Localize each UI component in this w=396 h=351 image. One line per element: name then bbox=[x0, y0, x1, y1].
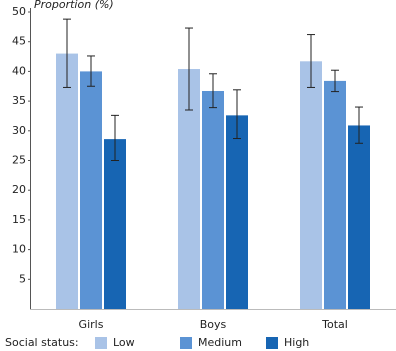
bar bbox=[300, 61, 322, 309]
y-tick-label: 35 bbox=[12, 94, 26, 107]
bar bbox=[324, 80, 346, 310]
bar bbox=[104, 139, 126, 309]
legend-title: Social status: bbox=[5, 336, 79, 349]
y-tick-label: 40 bbox=[12, 64, 26, 77]
y-tick-label: 5 bbox=[19, 272, 26, 285]
bar bbox=[178, 69, 200, 309]
legend-label: Medium bbox=[198, 336, 242, 349]
legend-swatch bbox=[95, 337, 107, 349]
y-tick-label: 45 bbox=[12, 35, 26, 48]
y-tick-label: 25 bbox=[12, 154, 26, 167]
x-tick-label: Girls bbox=[79, 318, 104, 331]
y-tick-label: 15 bbox=[12, 213, 26, 226]
legend-label: High bbox=[284, 336, 309, 349]
x-tick-label: Boys bbox=[200, 318, 227, 331]
bar bbox=[202, 91, 224, 309]
legend-swatch bbox=[266, 337, 278, 349]
legend-swatch bbox=[180, 337, 192, 349]
bar bbox=[226, 115, 248, 309]
y-tick-label: 30 bbox=[12, 124, 26, 137]
x-tick-label: Total bbox=[321, 318, 348, 331]
legend-label: Low bbox=[113, 336, 135, 349]
y-tick-label: 10 bbox=[12, 243, 26, 256]
bar bbox=[348, 125, 370, 309]
y-tick-label: 20 bbox=[12, 183, 26, 196]
bar bbox=[80, 71, 102, 310]
y-tick-label: 50 bbox=[12, 5, 26, 18]
y-axis-label: Proportion (%) bbox=[34, 0, 114, 11]
bar bbox=[56, 53, 78, 309]
